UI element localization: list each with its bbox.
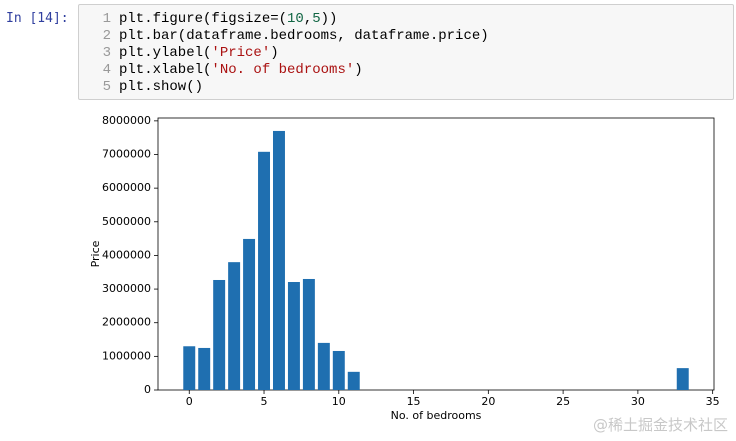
x-tick-label: 35 (706, 395, 720, 408)
y-tick-label: 6000000 (102, 181, 151, 194)
x-tick-label: 20 (481, 395, 495, 408)
y-tick-label: 8000000 (102, 114, 151, 127)
y-tick-label: 5000000 (102, 215, 151, 228)
code-text: plt.bar(dataframe.bedrooms, dataframe.pr… (119, 28, 489, 44)
bar (243, 238, 256, 390)
y-tick-label: 0 (144, 383, 151, 396)
watermark: @稀土掘金技术社区 (592, 416, 728, 434)
line-number: 3 (102, 45, 111, 61)
code-text: plt.figure(figsize=(10,5)) (119, 11, 338, 27)
x-axis-label: No. of bedrooms (391, 409, 482, 422)
code-text: plt.xlabel('No. of bedrooms') (119, 62, 363, 78)
code-text: plt.ylabel('Price') (119, 45, 279, 61)
bar (258, 151, 271, 390)
y-axis-label: Price (89, 240, 102, 267)
line-number: 5 (102, 79, 111, 95)
bar (228, 262, 241, 390)
bar (272, 130, 285, 390)
y-tick-label: 4000000 (102, 248, 151, 261)
bar (287, 282, 300, 390)
line-number: 2 (102, 28, 111, 44)
bar (302, 278, 315, 390)
x-tick-label: 10 (332, 395, 346, 408)
code-text: plt.show() (119, 79, 204, 95)
x-tick-label: 15 (407, 395, 421, 408)
plot-frame (157, 117, 715, 391)
x-tick-label: 0 (186, 395, 193, 408)
cell-prompt: In [14]: (6, 11, 69, 26)
bar (317, 342, 330, 390)
x-tick-label: 30 (631, 395, 645, 408)
bar (347, 371, 360, 390)
y-tick-label: 3000000 (102, 282, 151, 295)
y-tick-label: 1000000 (102, 349, 151, 362)
bar (183, 346, 196, 390)
line-number: 1 (102, 11, 111, 27)
code-cell[interactable]: 1 plt.figure(figsize=(10,5)) 2 plt.bar(data… (78, 4, 734, 100)
x-tick-label: 5 (261, 395, 268, 408)
line-number: 4 (102, 62, 111, 78)
y-tick-label: 7000000 (102, 148, 151, 161)
x-tick-label: 25 (556, 395, 570, 408)
bar (213, 279, 226, 390)
bar (332, 350, 345, 390)
bar (198, 347, 211, 390)
bar (676, 368, 689, 390)
y-tick-label: 2000000 (102, 316, 151, 329)
